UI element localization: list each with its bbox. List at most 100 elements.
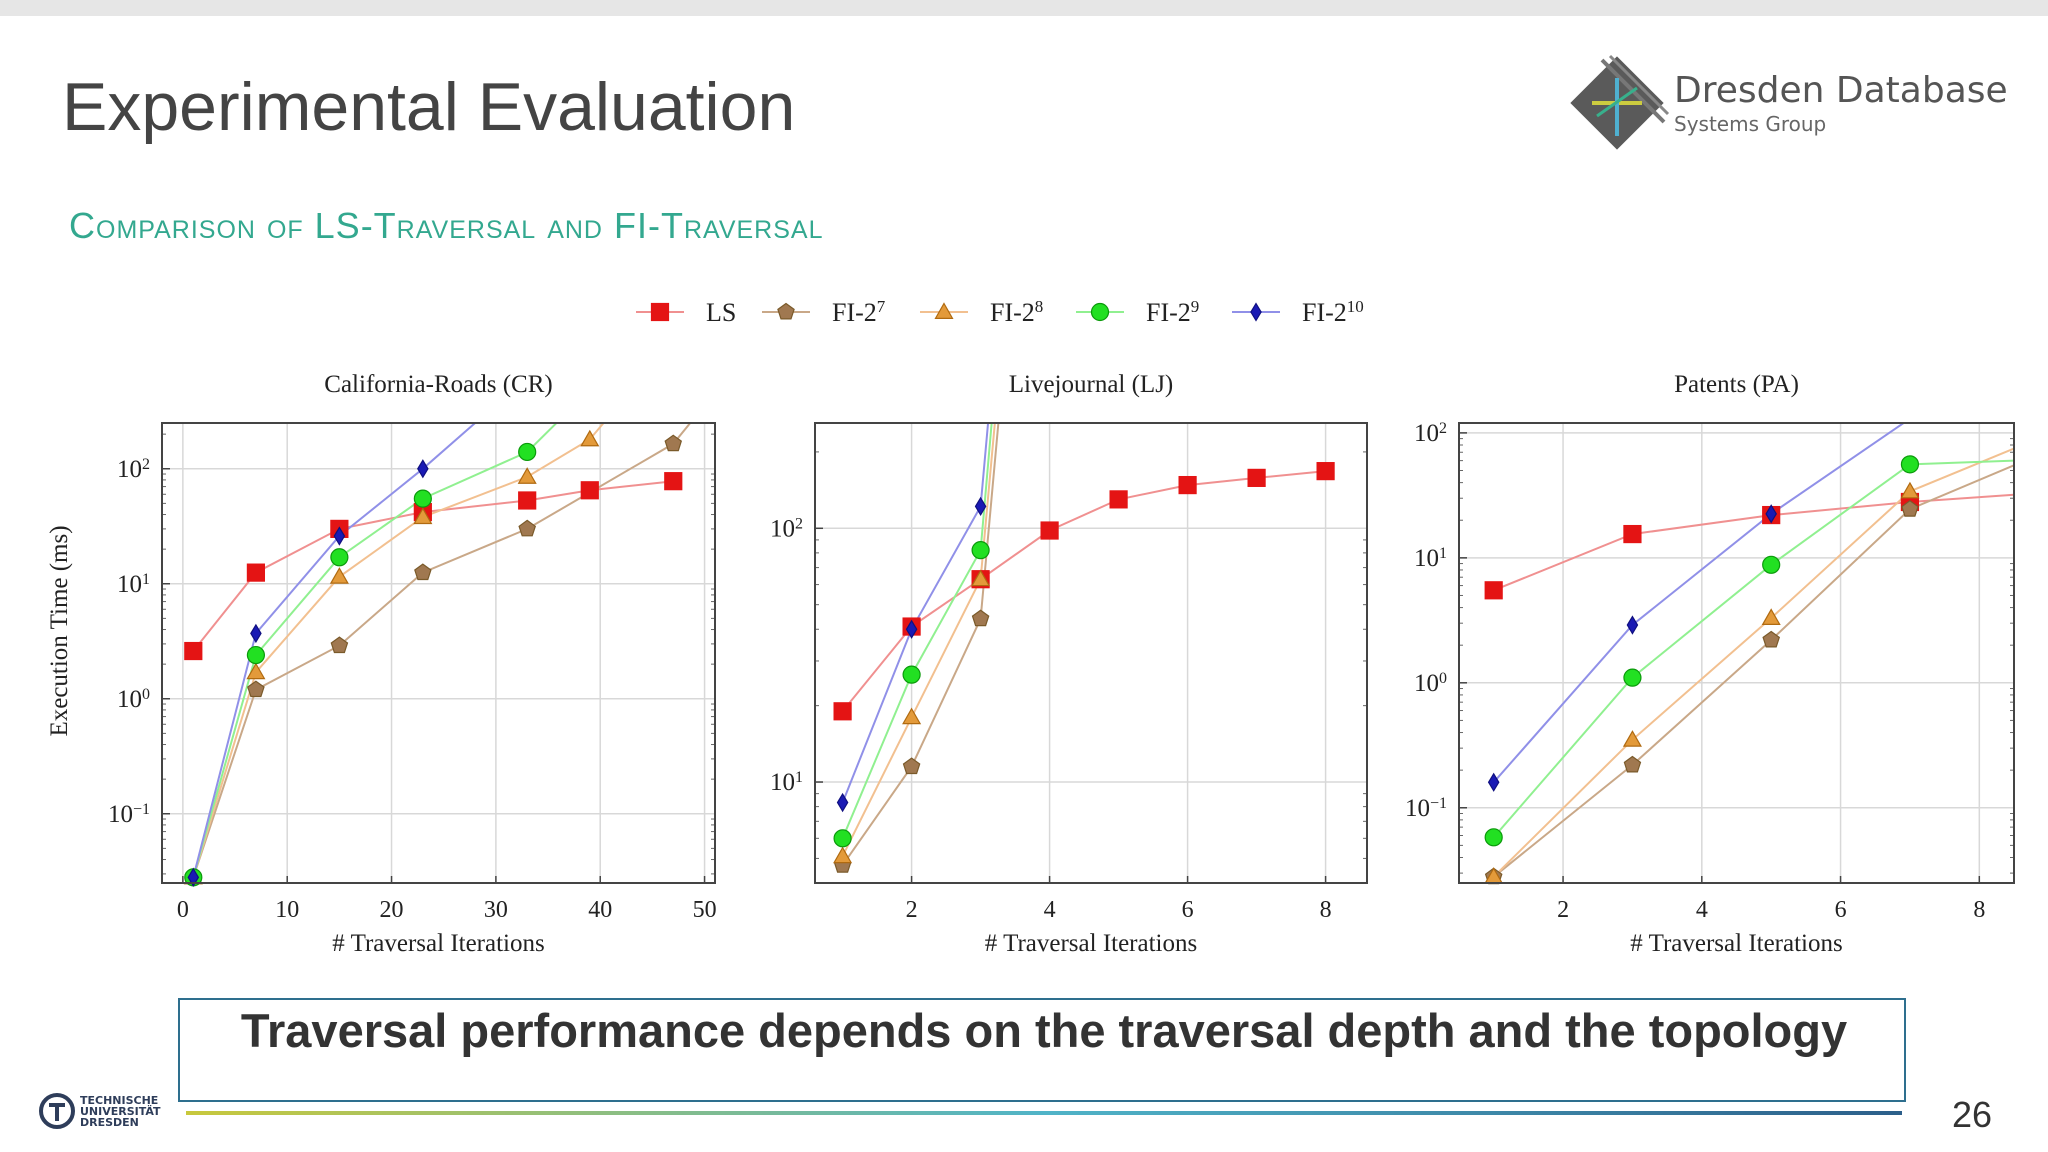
data-point-2 <box>1622 730 1642 747</box>
legend-label-1: FI-27 <box>832 297 886 328</box>
data-point-3 <box>518 442 537 462</box>
x-tick-label: 2 <box>906 897 918 923</box>
series-line-0 <box>841 470 1326 712</box>
data-point-1 <box>664 434 683 452</box>
y-tick-label: 100 <box>1414 669 1447 697</box>
data-point-2 <box>1761 608 1781 625</box>
series-line-0 <box>192 480 674 652</box>
x-tick-label: 4 <box>1696 897 1708 923</box>
x-tick-label: 30 <box>484 897 508 923</box>
tu-dresden-logo-icon <box>39 1093 75 1129</box>
data-point-4 <box>1487 772 1500 792</box>
data-point-4 <box>1626 615 1639 635</box>
data-point-2 <box>580 429 600 447</box>
data-point-1 <box>330 636 349 654</box>
data-point-3 <box>1762 555 1781 574</box>
data-point-4 <box>836 792 849 813</box>
data-point-0 <box>1109 490 1128 509</box>
y-axis-label: Execution Time (ms) <box>46 525 73 736</box>
data-point-1 <box>971 609 990 627</box>
data-point-1 <box>414 563 432 581</box>
y-tick-label: 101 <box>1414 544 1447 572</box>
data-point-3 <box>413 489 432 508</box>
data-point-0 <box>1040 521 1059 540</box>
data-point-0 <box>833 702 852 721</box>
slide-subtitle: Comparison of LS-Traversal and FI-Traver… <box>69 205 824 246</box>
series-line-1 <box>192 423 692 878</box>
y-tick-label: 10−1 <box>108 800 150 828</box>
legend-label-2: FI-28 <box>990 297 1043 328</box>
data-point-3 <box>246 645 266 665</box>
legend-marker-2 <box>934 302 954 319</box>
data-point-0 <box>1484 581 1503 600</box>
x-tick-label: 20 <box>380 897 404 923</box>
x-tick-label: 6 <box>1835 897 1847 923</box>
x-axis-label: # Traversal Iterations <box>1630 930 1842 957</box>
data-point-1 <box>902 757 921 775</box>
takeaway-box: Traversal performance depends on the tra… <box>178 998 1906 1102</box>
y-tick-label: 101 <box>117 570 150 598</box>
data-point-0 <box>518 491 537 510</box>
series-line-2 <box>1492 447 2014 878</box>
data-point-2 <box>971 569 991 587</box>
x-axis-label: # Traversal Iterations <box>332 930 544 957</box>
data-point-2 <box>517 467 537 484</box>
y-tick-label: 102 <box>770 515 803 543</box>
data-point-2 <box>1900 481 1920 499</box>
x-tick-label: 50 <box>693 897 717 923</box>
chart-title: Livejournal (LJ) <box>1009 371 1174 398</box>
legend-marker-0 <box>650 302 670 322</box>
series-lines <box>192 423 692 878</box>
data-point-0 <box>1247 468 1266 487</box>
data-point-3 <box>1623 668 1642 687</box>
data-point-4 <box>417 459 429 479</box>
tu-dresden-text: TECHNISCHE UNIVERSITÄT DRESDEN <box>80 1094 161 1129</box>
series-line-3 <box>192 423 558 878</box>
x-tick-label: 10 <box>275 897 299 923</box>
x-tick-label: 8 <box>1973 897 1985 923</box>
chart-panel-2: 2 4 6 8 10−1 100 101 102 Patents (PA) # Traversal… <box>1405 371 2015 957</box>
x-tick-label: 4 <box>1044 897 1056 923</box>
data-point-0 <box>1178 475 1197 495</box>
data-point-3 <box>330 548 349 567</box>
data-point-1 <box>1762 630 1781 648</box>
plot-frame <box>161 422 716 884</box>
footer-line <box>186 1111 1902 1115</box>
plot-frame <box>1458 422 2015 884</box>
x-axis-label: # Traversal Iterations <box>985 930 1197 957</box>
slide-title: Experimental Evaluation <box>62 69 796 145</box>
series-line-4 <box>1492 423 1906 783</box>
legend-label-3: FI-29 <box>1146 297 1199 328</box>
data-point-1 <box>1901 499 1919 517</box>
data-point-0 <box>246 563 266 582</box>
chart-panel-1: 2 4 6 8 101 102 Livejournal (LJ) # Traversal It… <box>770 371 1368 957</box>
dresden-database-logo-icon <box>1570 54 1670 150</box>
data-point-4 <box>1765 504 1777 524</box>
data-point-2 <box>329 567 349 584</box>
plot-frame <box>814 422 1368 884</box>
data-point-3 <box>971 541 990 560</box>
data-point-3 <box>902 665 921 684</box>
legend-marker-3 <box>1090 302 1110 322</box>
legend-label-0: LS <box>706 298 736 327</box>
series-line-0 <box>1493 493 2014 592</box>
data-point-2 <box>902 707 922 725</box>
y-tick-label: 10−1 <box>1405 794 1447 822</box>
y-tick-label: 102 <box>117 455 150 483</box>
data-point-4 <box>187 867 200 888</box>
chart-panel-0: 0 10 20 30 40 50 10−1 100 101 102 California-Roads… <box>46 371 717 957</box>
x-tick-label: 6 <box>1182 897 1194 923</box>
x-tick-label: 0 <box>177 897 189 923</box>
data-point-3 <box>833 829 852 848</box>
data-point-2 <box>833 846 853 864</box>
logo-sub-text: Systems Group <box>1674 112 1827 136</box>
legend-label-4: FI-210 <box>1302 297 1364 328</box>
legend-marker-4 <box>1250 302 1262 322</box>
data-point-3 <box>1900 455 1920 474</box>
data-point-4 <box>333 526 346 546</box>
series-lines <box>841 423 1326 866</box>
page-number: 26 <box>1952 1094 1993 1135</box>
data-point-0 <box>1316 462 1335 481</box>
data-point-4 <box>974 496 987 517</box>
legend-marker-1 <box>777 302 795 320</box>
